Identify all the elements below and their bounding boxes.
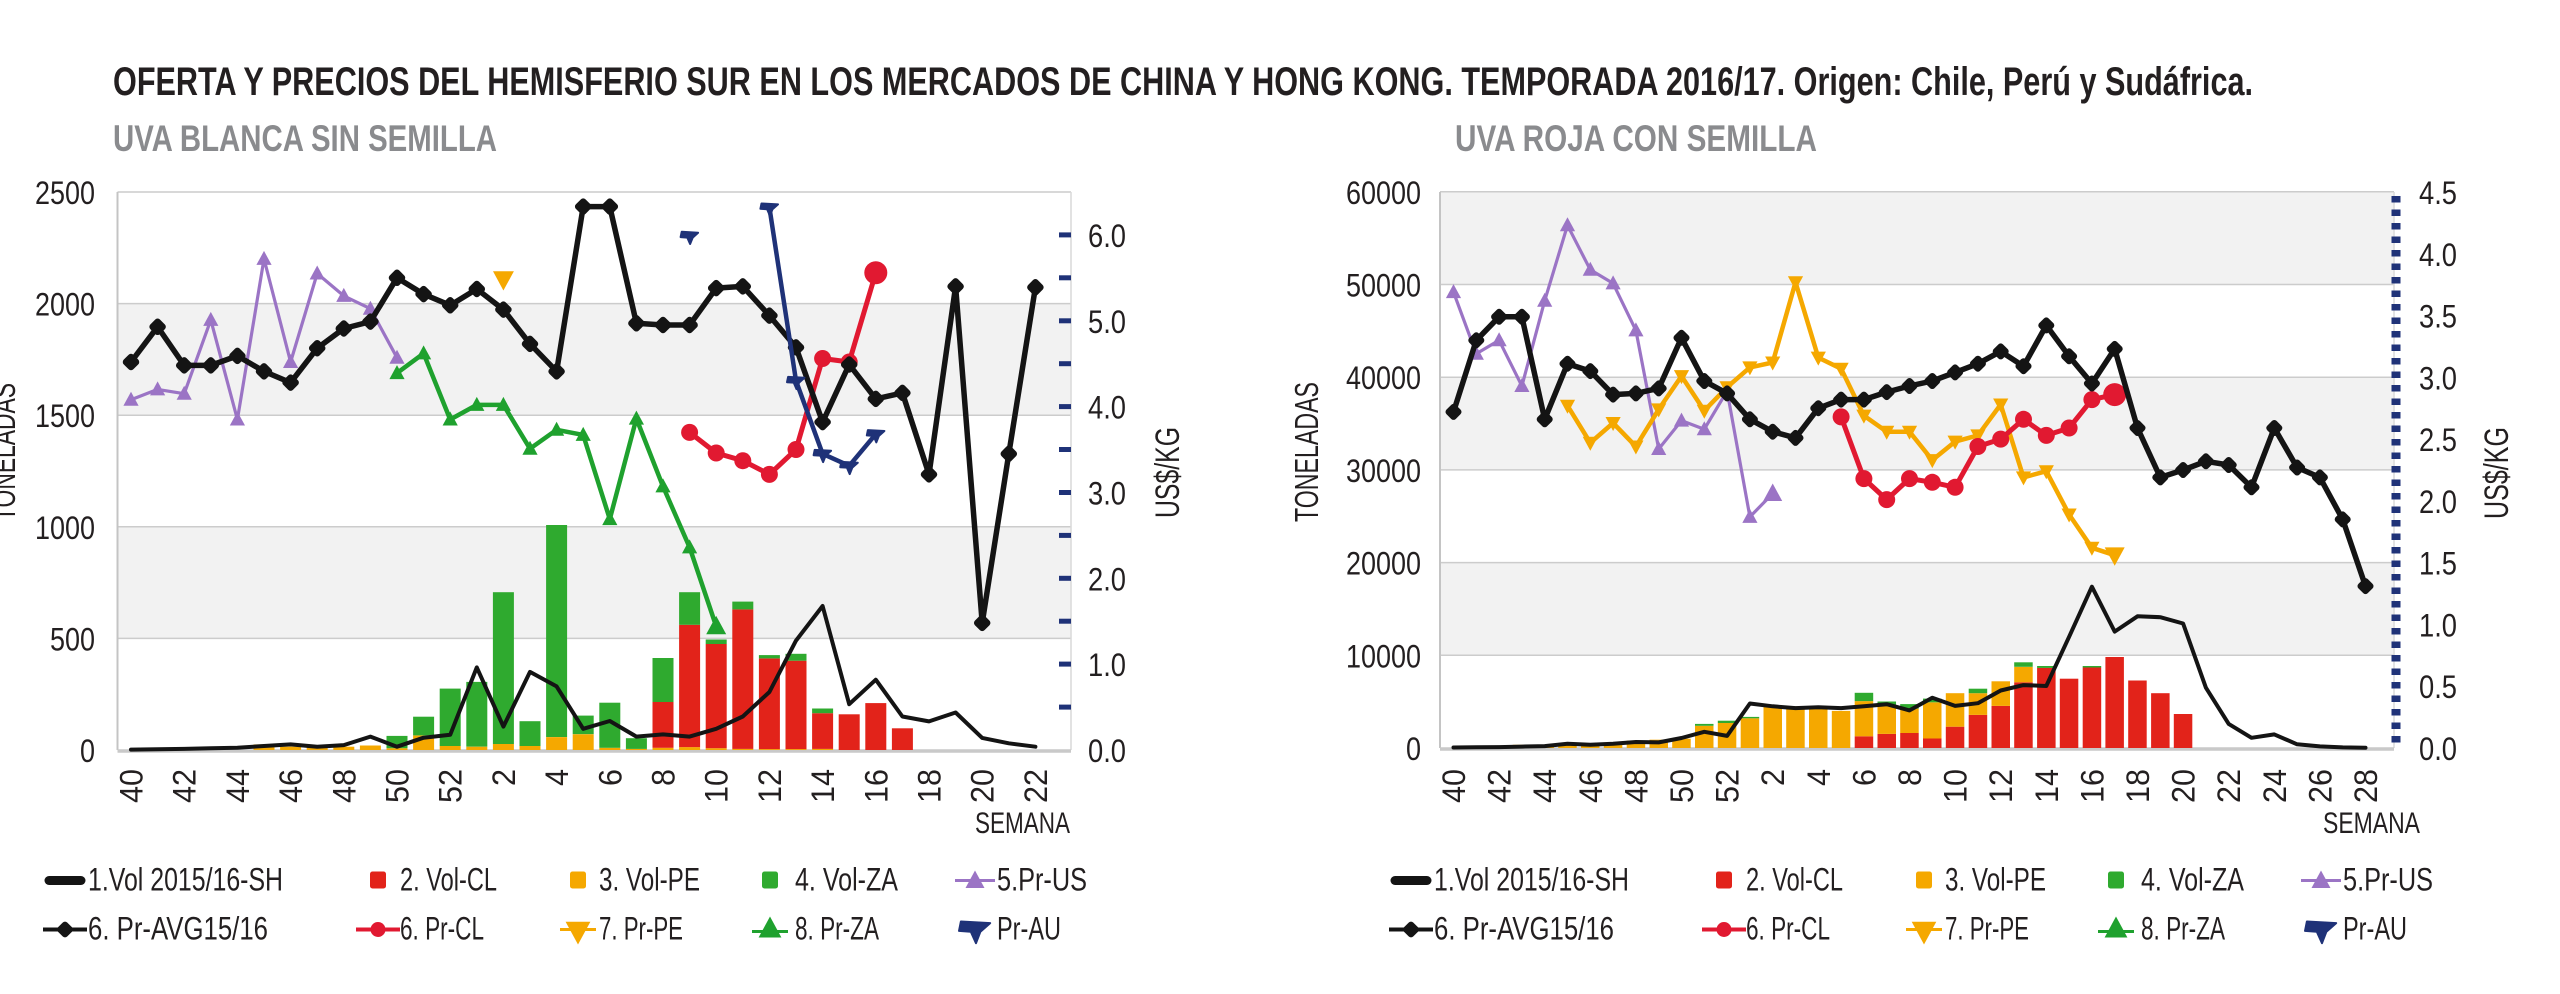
svg-text:1.Vol 2015/16-SH: 1.Vol 2015/16-SH (88, 862, 283, 898)
svg-text:20000: 20000 (1346, 546, 1421, 582)
svg-text:6: 6 (592, 769, 628, 786)
svg-text:6. Pr-AVG15/16: 6. Pr-AVG15/16 (1434, 911, 1614, 947)
svg-text:3.0: 3.0 (1088, 475, 1126, 511)
svg-text:28: 28 (2348, 769, 2384, 803)
svg-text:18: 18 (2120, 769, 2156, 803)
svg-text:4. Vol-ZA: 4. Vol-ZA (2141, 862, 2245, 898)
svg-text:48: 48 (1618, 769, 1654, 803)
svg-text:0.0: 0.0 (1088, 733, 1126, 769)
svg-text:0.5: 0.5 (2419, 669, 2457, 705)
svg-text:50: 50 (380, 769, 416, 803)
svg-text:SEMANA: SEMANA (2323, 807, 2420, 840)
svg-text:500: 500 (50, 621, 95, 657)
svg-text:4.0: 4.0 (2419, 237, 2457, 273)
svg-text:4.5: 4.5 (2419, 175, 2457, 211)
svg-text:1500: 1500 (35, 398, 95, 434)
svg-text:5.0: 5.0 (1088, 304, 1126, 340)
svg-text:6.0: 6.0 (1088, 218, 1126, 254)
svg-text:0.0: 0.0 (2419, 731, 2457, 767)
svg-text:44: 44 (220, 769, 256, 803)
svg-text:44: 44 (1527, 769, 1563, 803)
svg-text:4: 4 (1801, 769, 1837, 786)
svg-text:UVA BLANCA SIN SEMILLA: UVA BLANCA SIN SEMILLA (113, 118, 497, 159)
svg-text:18: 18 (912, 769, 948, 803)
svg-text:20: 20 (965, 769, 1001, 803)
svg-text:42: 42 (167, 769, 203, 803)
svg-text:40: 40 (1436, 769, 1472, 803)
svg-text:2000: 2000 (35, 287, 95, 323)
svg-text:26: 26 (2302, 769, 2338, 803)
svg-text:8. Pr-ZA: 8. Pr-ZA (2141, 911, 2225, 947)
svg-text:16: 16 (2074, 769, 2110, 803)
svg-text:2500: 2500 (35, 175, 95, 211)
svg-text:US$/KG: US$/KG (2478, 427, 2516, 519)
svg-text:3.0: 3.0 (2419, 360, 2457, 396)
svg-text:50: 50 (1664, 769, 1700, 803)
svg-text:OFERTA Y PRECIOS DEL HEMISFERI: OFERTA Y PRECIOS DEL HEMISFERIO SUR EN L… (113, 60, 2253, 104)
svg-text:UVA ROJA CON SEMILLA: UVA ROJA CON SEMILLA (1455, 118, 1817, 159)
svg-text:14: 14 (805, 769, 841, 803)
svg-text:6: 6 (1846, 769, 1882, 786)
svg-text:1.5: 1.5 (2419, 546, 2457, 582)
svg-text:5.Pr-US: 5.Pr-US (2343, 862, 2433, 898)
svg-text:2: 2 (486, 769, 522, 786)
svg-text:10000: 10000 (1346, 638, 1421, 674)
svg-text:3. Vol-PE: 3. Vol-PE (599, 862, 700, 898)
svg-text:2. Vol-CL: 2. Vol-CL (1746, 862, 1843, 898)
svg-text:50000: 50000 (1346, 268, 1421, 304)
svg-text:7. Pr-PE: 7. Pr-PE (599, 911, 683, 947)
svg-text:1.0: 1.0 (1088, 647, 1126, 683)
svg-text:4: 4 (539, 769, 575, 786)
svg-text:1000: 1000 (35, 510, 95, 546)
svg-text:US$/KG: US$/KG (1149, 427, 1187, 518)
svg-text:48: 48 (326, 769, 362, 803)
svg-text:3. Vol-PE: 3. Vol-PE (1945, 862, 2046, 898)
svg-text:2: 2 (1755, 769, 1791, 786)
svg-text:2.0: 2.0 (2419, 484, 2457, 520)
svg-text:10: 10 (699, 769, 735, 803)
svg-text:16: 16 (858, 769, 894, 803)
svg-text:52: 52 (433, 769, 469, 803)
svg-text:52: 52 (1710, 769, 1746, 803)
svg-text:42: 42 (1482, 769, 1518, 803)
svg-text:12: 12 (1983, 769, 2019, 803)
svg-text:24: 24 (2257, 769, 2293, 803)
svg-text:10: 10 (1938, 769, 1974, 803)
svg-text:6. Pr-AVG15/16: 6. Pr-AVG15/16 (88, 911, 268, 947)
svg-text:6. Pr-CL: 6. Pr-CL (1746, 911, 1830, 947)
svg-text:TONELADAS: TONELADAS (1288, 382, 1325, 522)
svg-text:3.5: 3.5 (2419, 299, 2457, 335)
svg-text:Pr-AU: Pr-AU (997, 911, 1061, 947)
svg-text:40000: 40000 (1346, 360, 1421, 396)
svg-text:46: 46 (273, 769, 309, 803)
svg-text:0: 0 (80, 733, 95, 769)
svg-text:14: 14 (2029, 769, 2065, 803)
svg-text:SEMANA: SEMANA (975, 807, 1070, 840)
svg-text:TONELADAS: TONELADAS (0, 383, 22, 521)
svg-text:30000: 30000 (1346, 453, 1421, 489)
svg-text:60000: 60000 (1346, 175, 1421, 211)
svg-text:Pr-AU: Pr-AU (2343, 911, 2407, 947)
svg-text:6. Pr-CL: 6. Pr-CL (400, 911, 484, 947)
svg-text:5.Pr-US: 5.Pr-US (997, 862, 1087, 898)
svg-text:1.Vol 2015/16-SH: 1.Vol 2015/16-SH (1434, 862, 1629, 898)
svg-text:2.0: 2.0 (1088, 561, 1126, 597)
svg-text:22: 22 (2211, 769, 2247, 803)
svg-text:7. Pr-PE: 7. Pr-PE (1945, 911, 2029, 947)
svg-text:46: 46 (1573, 769, 1609, 803)
svg-text:8. Pr-ZA: 8. Pr-ZA (795, 911, 879, 947)
svg-text:8: 8 (646, 769, 682, 786)
svg-text:20: 20 (2166, 769, 2202, 803)
svg-text:2.5: 2.5 (2419, 422, 2457, 458)
svg-text:1.0: 1.0 (2419, 607, 2457, 643)
svg-text:8: 8 (1892, 769, 1928, 786)
svg-text:22: 22 (1018, 769, 1054, 803)
svg-text:2. Vol-CL: 2. Vol-CL (400, 862, 497, 898)
svg-text:40: 40 (114, 769, 150, 803)
svg-text:0: 0 (1406, 731, 1421, 767)
svg-text:4. Vol-ZA: 4. Vol-ZA (795, 862, 899, 898)
svg-text:4.0: 4.0 (1088, 390, 1126, 426)
svg-text:12: 12 (752, 769, 788, 803)
